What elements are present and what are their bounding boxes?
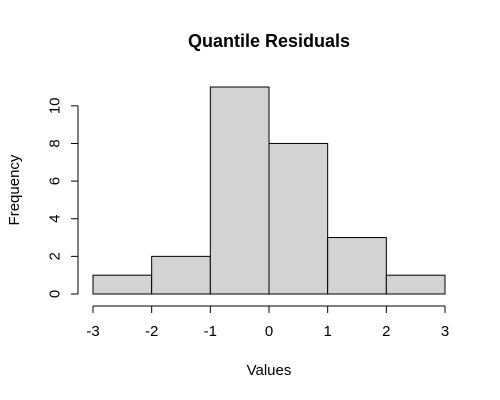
x-tick-label: 0 [265,323,273,340]
x-tick-label: -2 [145,323,158,340]
chart-title: Quantile Residuals [188,31,350,51]
histogram-bar [151,255,211,295]
histogram-bar [327,237,387,295]
x-tick-label: 1 [323,323,331,340]
y-tick-label: 4 [47,215,64,223]
x-tick-label: -3 [86,323,99,340]
y-tick-label: 6 [47,177,64,185]
histogram-bar [92,274,153,295]
x-tick-label: 3 [441,323,449,340]
y-tick-label: 2 [47,252,64,260]
y-tick-label: 0 [47,290,64,298]
x-tick-label: -1 [204,323,217,340]
histogram-bar [385,274,446,295]
x-axis-label: Values [247,362,292,379]
bars-group [92,86,446,295]
y-axis-label: Frequency [6,154,23,225]
y-tick-label: 10 [47,97,64,114]
x-tick-label: 2 [382,323,390,340]
y-axis: 0 2 4 6 8 10 [47,97,79,298]
y-tick-label: 8 [47,139,64,147]
x-axis: -3 -2 -1 0 1 2 3 [86,305,449,340]
histogram-bar [209,86,270,295]
histogram-bar [268,142,329,295]
